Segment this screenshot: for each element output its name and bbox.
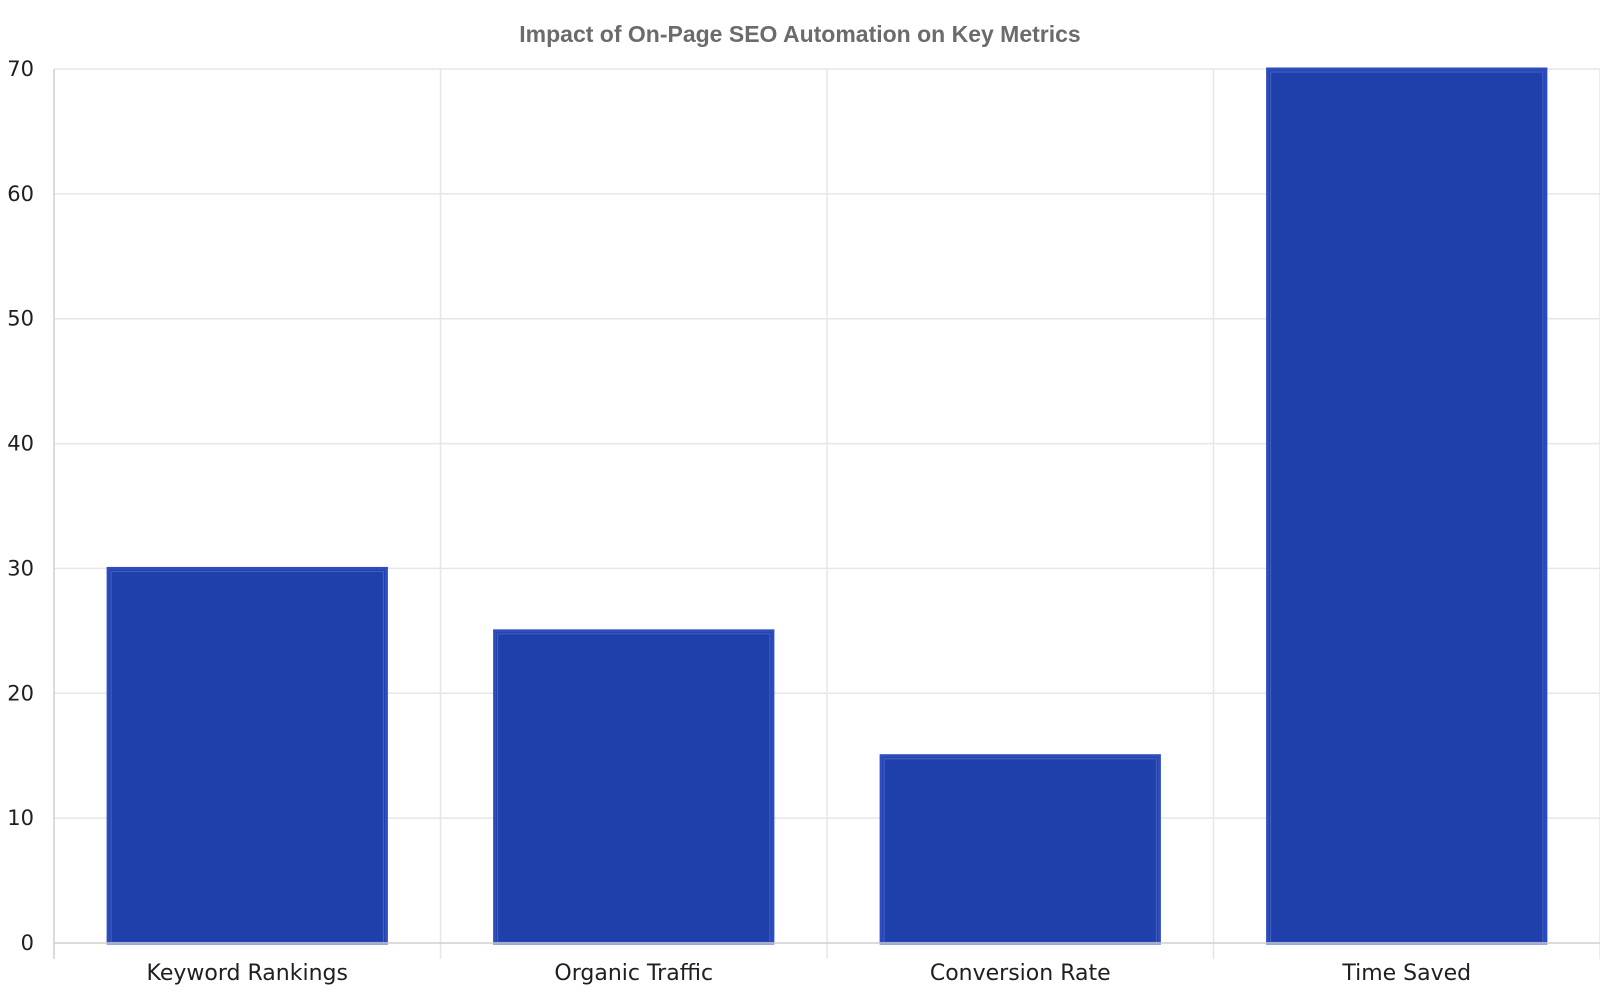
y-tick-label: 60 — [7, 182, 34, 206]
x-axis-labels: Keyword Rankings Organic Traffic Conversio… — [147, 961, 1472, 986]
y-tick-label: 50 — [7, 307, 34, 331]
y-tick-label: 0 — [21, 931, 34, 955]
axes — [53, 69, 1600, 959]
x-category-label: Keyword Rankings — [147, 961, 348, 986]
y-tick-label: 20 — [7, 681, 34, 705]
y-axis-ticks: 0 10 20 30 40 50 60 70 — [7, 57, 34, 955]
y-tick-label: 10 — [7, 806, 34, 830]
bar-time-saved — [1266, 67, 1548, 945]
bar-keyword-rankings — [106, 566, 388, 945]
x-category-label: Time Saved — [1341, 961, 1471, 986]
y-tick-label: 40 — [7, 432, 34, 456]
x-category-label: Conversion Rate — [930, 961, 1111, 986]
bar-conversion-rate — [879, 754, 1161, 945]
y-tick-label: 30 — [7, 556, 34, 580]
chart-title: Impact of On-Page SEO Automation on Key … — [519, 21, 1080, 47]
x-category-label: Organic Traffic — [554, 961, 713, 986]
bar-organic-traffic — [493, 629, 775, 945]
bars — [106, 67, 1548, 945]
y-tick-label: 70 — [7, 57, 34, 81]
